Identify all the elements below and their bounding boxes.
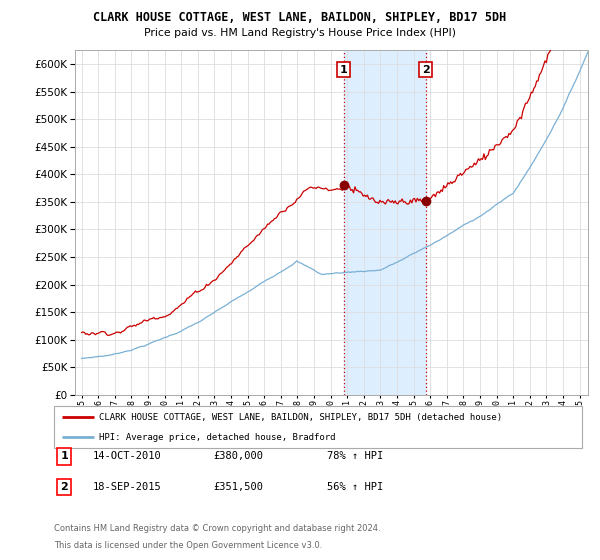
Text: 14-OCT-2010: 14-OCT-2010	[93, 451, 162, 461]
Text: 2: 2	[61, 482, 68, 492]
Text: £351,500: £351,500	[213, 482, 263, 492]
Bar	[344, 50, 425, 395]
Text: This data is licensed under the Open Government Licence v3.0.: This data is licensed under the Open Gov…	[54, 541, 322, 550]
Text: 18-SEP-2015: 18-SEP-2015	[93, 482, 162, 492]
Text: Price paid vs. HM Land Registry's House Price Index (HPI): Price paid vs. HM Land Registry's House …	[144, 28, 456, 38]
Text: 2: 2	[422, 65, 430, 74]
Text: CLARK HOUSE COTTAGE, WEST LANE, BAILDON, SHIPLEY, BD17 5DH (detached house): CLARK HOUSE COTTAGE, WEST LANE, BAILDON,…	[99, 413, 502, 422]
Text: 56% ↑ HPI: 56% ↑ HPI	[327, 482, 383, 492]
Text: CLARK HOUSE COTTAGE, WEST LANE, BAILDON, SHIPLEY, BD17 5DH: CLARK HOUSE COTTAGE, WEST LANE, BAILDON,…	[94, 11, 506, 24]
Text: £380,000: £380,000	[213, 451, 263, 461]
Text: HPI: Average price, detached house, Bradford: HPI: Average price, detached house, Brad…	[99, 432, 335, 442]
Text: 1: 1	[61, 451, 68, 461]
Text: 78% ↑ HPI: 78% ↑ HPI	[327, 451, 383, 461]
Text: Contains HM Land Registry data © Crown copyright and database right 2024.: Contains HM Land Registry data © Crown c…	[54, 524, 380, 533]
Text: 1: 1	[340, 65, 347, 74]
